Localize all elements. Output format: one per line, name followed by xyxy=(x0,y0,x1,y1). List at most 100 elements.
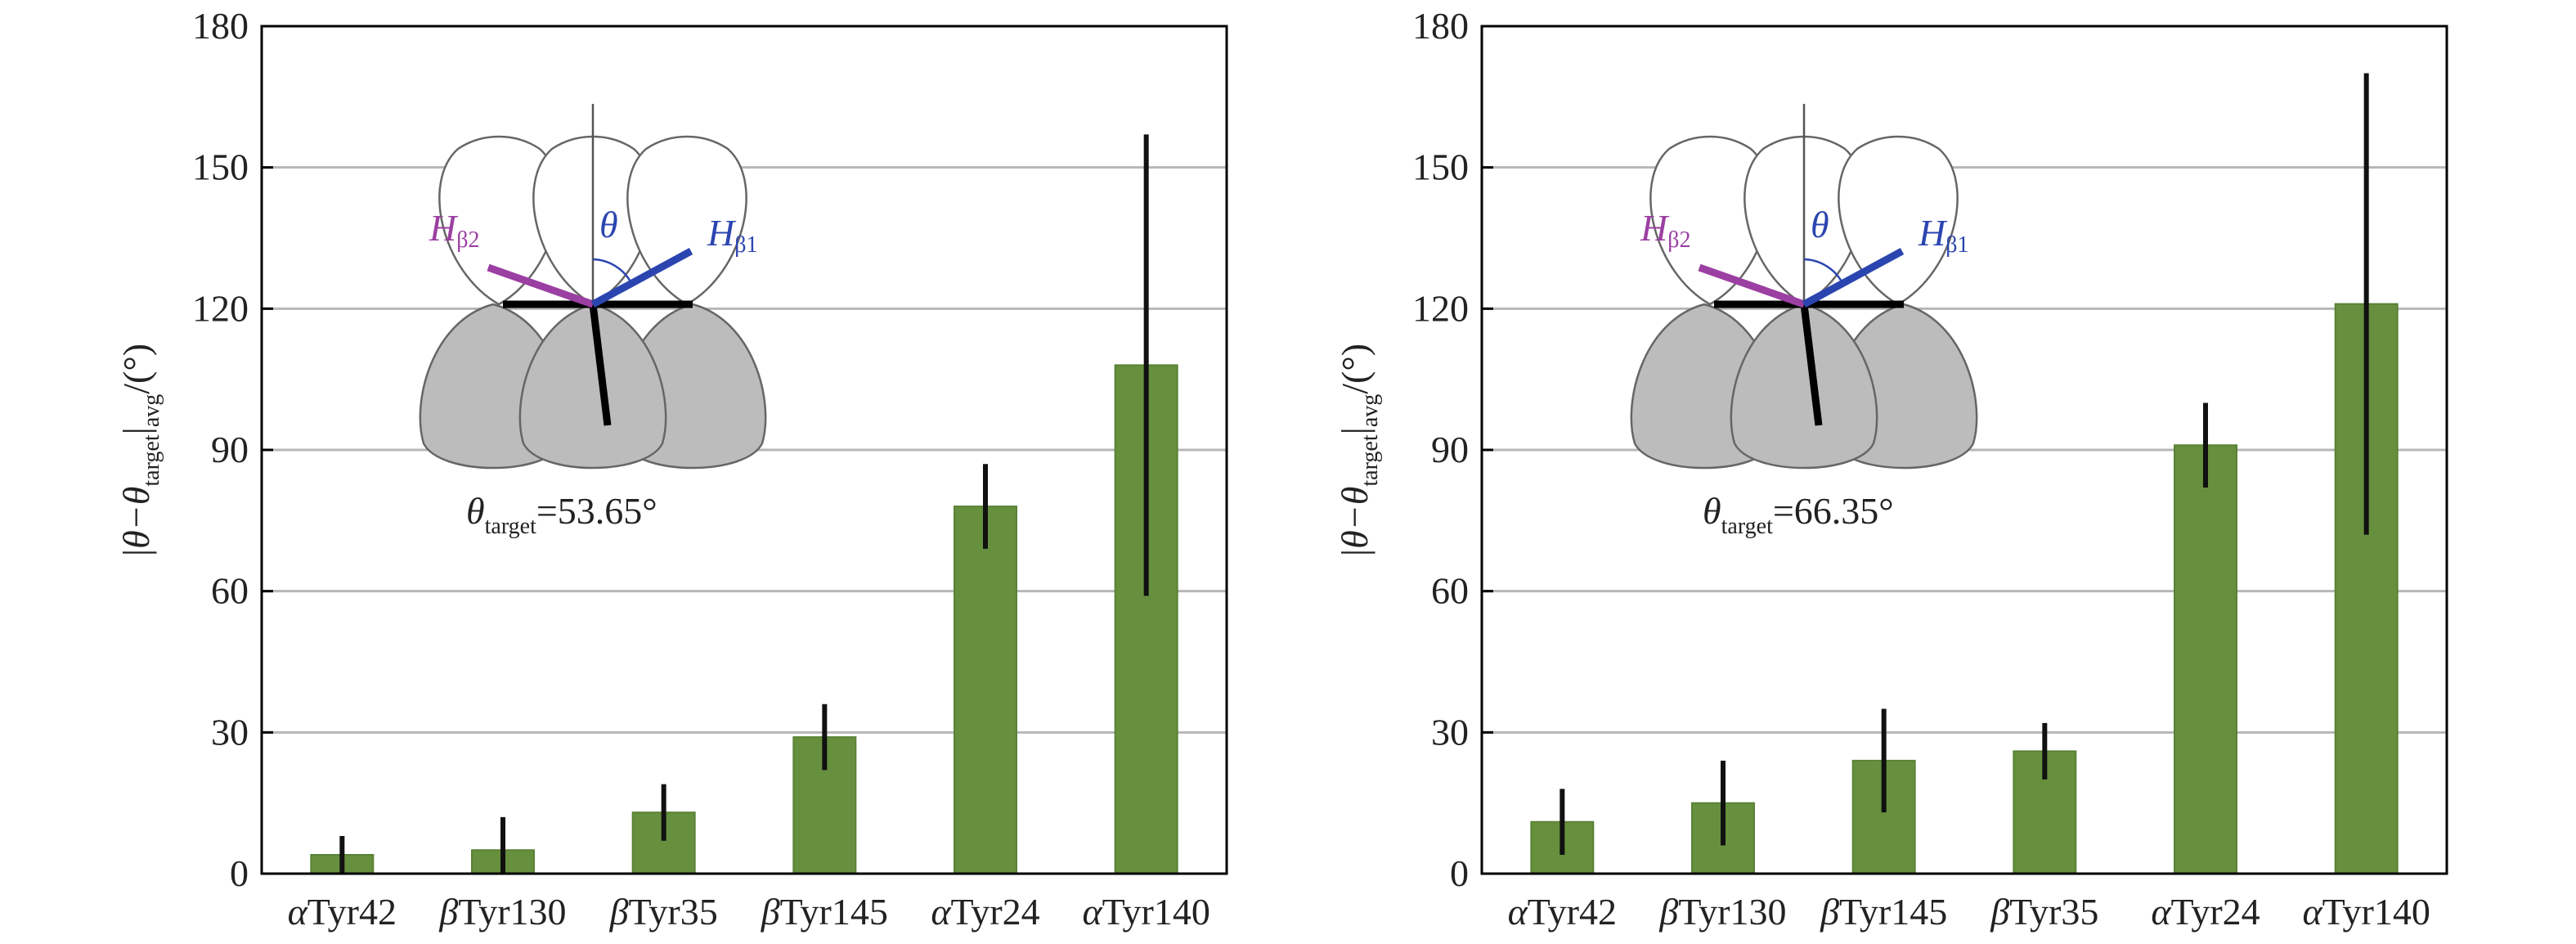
theta-label: θ xyxy=(1811,204,1829,245)
h-beta1-label: Hβ1 xyxy=(707,212,757,258)
x-tick-label-greek: β xyxy=(761,891,780,933)
h-beta2-label: Hβ2 xyxy=(1640,207,1690,253)
h-beta1-label: Hβ1 xyxy=(1918,212,1968,258)
x-tick-label: αTyr24 xyxy=(2151,891,2260,933)
orbital-lobe-shaded xyxy=(1730,303,1878,470)
h-beta1-bond xyxy=(1802,248,1905,308)
x-tick-label-text: Tyr35 xyxy=(2009,891,2098,933)
x-tick-label: αTyr42 xyxy=(288,891,397,933)
h-beta1-bond xyxy=(590,248,693,308)
y-tick-label: 120 xyxy=(192,287,249,329)
x-tick-label-greek: α xyxy=(2151,891,2171,933)
y-tick-label: 150 xyxy=(192,146,249,188)
theta-target-value: =66.35° xyxy=(1773,490,1894,532)
theta-target-symbol: θ xyxy=(1703,490,1721,532)
y-label-bar: | xyxy=(1334,427,1376,434)
y-label-unit: /(°) xyxy=(1334,344,1376,394)
h-beta2-label: Hβ2 xyxy=(429,207,479,253)
x-tick-label-greek: β xyxy=(1658,891,1678,933)
y-tick-label: 90 xyxy=(211,429,249,470)
y-tick-label: 30 xyxy=(1431,711,1469,753)
y-axis-label: |θ−θtarget|avg/(°) xyxy=(115,344,164,556)
y-tick-label: 60 xyxy=(211,570,249,612)
h-beta1-main: H xyxy=(707,212,737,254)
h-beta2-bond xyxy=(1698,263,1806,308)
theta-target-caption: θtarget=66.35° xyxy=(1703,490,1894,539)
x-tick-label: αTyr42 xyxy=(1508,891,1617,933)
x-tick-label-greek: β xyxy=(438,891,458,933)
orbital-lobe-outline xyxy=(1838,135,1959,306)
y-label-bar: | xyxy=(115,549,157,556)
x-tick-label-greek: β xyxy=(1990,891,2009,933)
y-label-theta: θ−θ xyxy=(1334,487,1376,549)
x-tick-label-text: Tyr130 xyxy=(458,891,566,933)
y-tick-label: 30 xyxy=(211,711,249,753)
y-label-unit: /(°) xyxy=(115,344,157,394)
theta-target-value: =53.65° xyxy=(536,490,657,532)
theta-label: θ xyxy=(599,204,618,245)
h-beta2-bond xyxy=(487,263,595,308)
x-tick-label-text: Tyr145 xyxy=(780,891,888,933)
theta-target-symbol: θ xyxy=(466,490,485,532)
y-label-sub-avg: avg xyxy=(139,394,164,427)
y-label-bar: | xyxy=(1334,549,1376,556)
x-tick-label-text: Tyr140 xyxy=(1102,891,1210,933)
theta-arc xyxy=(1803,258,1844,284)
y-label-theta: θ−θ xyxy=(115,487,157,549)
y-label-sub-target: target xyxy=(1358,434,1383,486)
orbital-lobe-outline xyxy=(626,135,747,306)
x-tick-label-greek: α xyxy=(2302,891,2322,933)
x-tick-label: βTyr145 xyxy=(761,891,888,933)
theta-target-sub: target xyxy=(485,514,536,539)
theta-target-sub: target xyxy=(1721,514,1773,539)
x-tick-label: αTyr140 xyxy=(2302,891,2430,933)
h-beta1-sub: β1 xyxy=(734,232,757,258)
x-tick-label-greek: β xyxy=(609,891,629,933)
y-tick-label: 180 xyxy=(192,5,249,47)
bond-line-down xyxy=(1800,303,1823,426)
x-tick-label-text: Tyr35 xyxy=(629,891,718,933)
x-tick-label: βTyr35 xyxy=(1990,891,2098,933)
h-beta1-main: H xyxy=(1918,212,1948,254)
h-beta2-main: H xyxy=(1640,207,1670,249)
orbital-lobe-shaded xyxy=(518,303,667,470)
y-tick-label: 120 xyxy=(1412,287,1469,329)
x-tick-label: βTyr130 xyxy=(438,891,566,933)
bar xyxy=(954,506,1017,874)
y-axis-label: |θ−θtarget|avg/(°) xyxy=(1334,344,1383,556)
y-tick-label: 0 xyxy=(1450,852,1469,894)
x-tick-label-greek: α xyxy=(1082,891,1102,933)
h-beta2-sub: β2 xyxy=(456,227,479,253)
theta-arc xyxy=(592,258,633,284)
h-beta2-main: H xyxy=(429,207,459,249)
h-beta1-sub: β1 xyxy=(1945,232,1968,258)
x-tick-label-greek: α xyxy=(288,891,308,933)
x-tick-label-text: Tyr24 xyxy=(2170,891,2260,933)
y-tick-label: 60 xyxy=(1431,570,1469,612)
x-tick-label-text: Tyr130 xyxy=(1678,891,1786,933)
y-label-sub-target: target xyxy=(139,434,164,486)
h-beta2-sub: β2 xyxy=(1667,227,1690,253)
y-label-bar: | xyxy=(115,427,157,434)
x-tick-label: αTyr140 xyxy=(1082,891,1209,933)
x-tick-label: βTyr130 xyxy=(1658,891,1786,933)
x-tick-label: βTyr35 xyxy=(609,891,718,933)
x-tick-label-text: Tyr140 xyxy=(2322,891,2430,933)
x-tick-label-greek: α xyxy=(931,891,951,933)
x-tick-label-text: Tyr24 xyxy=(950,891,1039,933)
bond-line-down xyxy=(589,303,612,426)
x-tick-label-text: Tyr145 xyxy=(1839,891,1947,933)
x-tick-label-greek: β xyxy=(1820,891,1839,933)
y-tick-label: 150 xyxy=(1412,146,1469,188)
y-tick-label: 90 xyxy=(1431,429,1469,470)
y-label-sub-avg: avg xyxy=(1358,394,1383,427)
x-tick-label-text: Tyr42 xyxy=(1528,891,1617,933)
y-tick-label: 0 xyxy=(230,852,249,894)
x-tick-label-text: Tyr42 xyxy=(307,891,397,933)
y-tick-label: 180 xyxy=(1412,5,1469,47)
